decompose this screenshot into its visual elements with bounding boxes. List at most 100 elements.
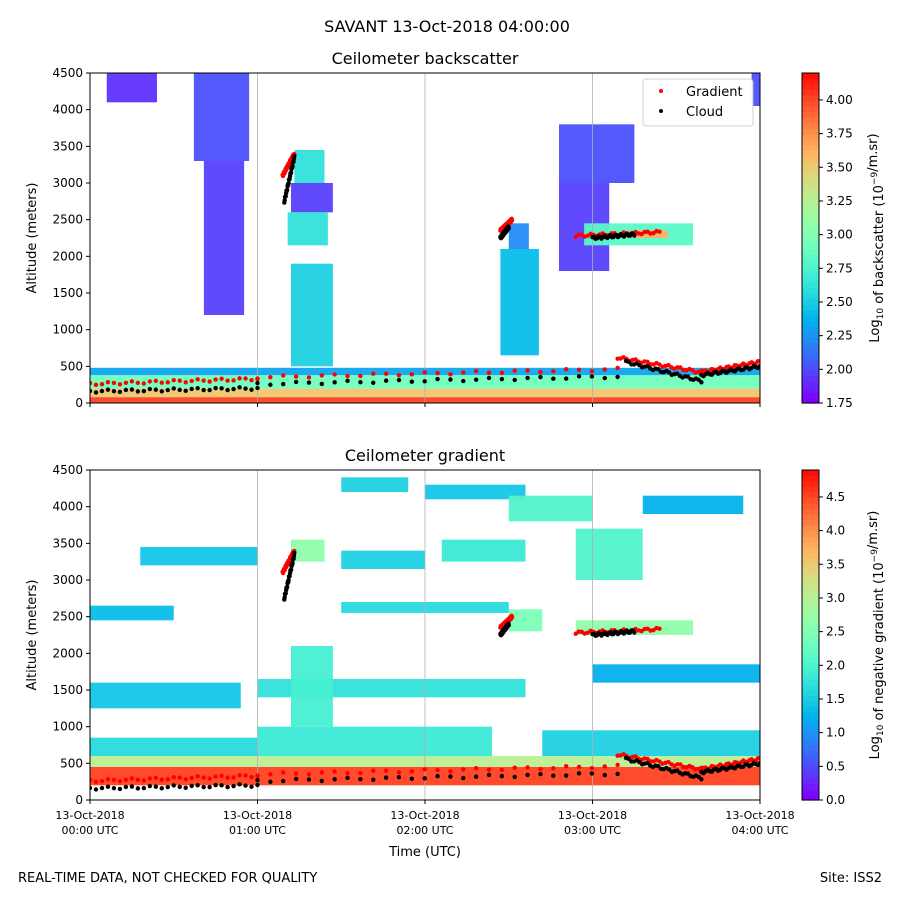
gradient-point (563, 366, 569, 372)
footer-right: Site: ISS2 (820, 871, 882, 886)
cloud-point (435, 376, 440, 382)
gradient-point (93, 382, 99, 388)
cloud-point (292, 550, 297, 556)
colorbar-segment (802, 684, 819, 691)
plot-area (90, 470, 760, 800)
colorbar-segment (802, 635, 819, 642)
gradient-point (111, 777, 117, 783)
colorbar-segment (802, 541, 819, 548)
colorbar-segment (802, 166, 819, 173)
y-tick-label: 1000 (52, 323, 83, 337)
gradient-point (159, 380, 164, 385)
y-tick-label: 500 (60, 756, 83, 770)
cloud-point (141, 785, 147, 791)
legend-label: Gradient (686, 85, 743, 100)
gradient-point (435, 768, 440, 773)
gradient-point (219, 773, 224, 778)
colorbar-segment (802, 640, 819, 647)
gradient-point (345, 373, 350, 379)
colorbar-segment (802, 778, 819, 785)
heatmap-cell (106, 73, 157, 103)
colorbar-segment (802, 342, 819, 349)
colorbar-segment (802, 221, 819, 228)
heatmap-cell (508, 609, 543, 632)
colorbar-segment (802, 348, 819, 355)
cloud-point (90, 785, 93, 791)
cloud-point (284, 584, 290, 590)
figure-suptitle: SAVANT 13-Oct-2018 04:00:00 (324, 17, 570, 36)
y-tick-label: 0 (75, 396, 83, 410)
gradient-point (177, 775, 182, 780)
legend: Gradient Cloud (642, 78, 754, 127)
gradient-point (147, 379, 153, 384)
colorbar-segment (802, 695, 819, 702)
cloud-point (615, 374, 620, 380)
colorbar-segment (802, 111, 819, 118)
y-tick-label: 2500 (52, 610, 83, 624)
gradient-point (189, 775, 194, 781)
cloud-point (288, 170, 294, 175)
gradient-point (90, 380, 93, 386)
gradient-point (249, 377, 254, 383)
gradient-point (306, 375, 312, 380)
colorbar-segment (802, 772, 819, 779)
cloud-point (123, 387, 129, 393)
gradient-point (645, 756, 650, 762)
colorbar-segment (802, 337, 819, 344)
colorbar-segment (802, 227, 819, 234)
y-axis-label: Altitude (meters) (25, 183, 40, 294)
cloud-point (249, 784, 254, 789)
gradient-point (225, 775, 230, 780)
cloud-point (551, 376, 556, 381)
gradient-point (409, 769, 415, 774)
x-axis-label: Time (UTC) (388, 845, 461, 860)
colorbar-segment (802, 194, 819, 201)
colorbar-segment (802, 183, 819, 190)
colorbar-segment (802, 375, 819, 382)
gradient-point (633, 754, 638, 759)
gradient-point (93, 779, 99, 785)
cloud-point (615, 771, 620, 777)
cloud-point (358, 777, 363, 782)
gradient-point (461, 370, 466, 375)
gradient-point (105, 776, 111, 782)
gradient-point (576, 764, 582, 770)
heatmap-cell (257, 726, 492, 756)
x-tick-label: 00:00 UTC (61, 824, 118, 837)
cloud-point (512, 774, 517, 780)
cloud-point (243, 783, 248, 788)
cloud-point (448, 377, 453, 382)
heatmap-cell (500, 249, 539, 356)
cloud-point (685, 771, 691, 776)
colorbar-frame (801, 72, 820, 404)
colorbar-segment (802, 569, 819, 576)
colorbar-segment (802, 199, 819, 206)
colorbar-segment (802, 188, 819, 195)
gradient-point (383, 768, 389, 773)
colorbar-segment (802, 514, 819, 521)
colorbar-segment (802, 144, 819, 151)
cloud-point (93, 787, 99, 792)
gradient-point (371, 768, 376, 773)
colorbar-segment (802, 475, 819, 482)
cloud-point (255, 380, 260, 386)
colorbar-tick-label: 3.0 (826, 591, 845, 605)
cloud-point (409, 776, 415, 781)
colorbar-segment (802, 525, 819, 532)
gradient-point (225, 378, 230, 383)
cloud-point (286, 577, 291, 583)
colorbar-segment (802, 243, 819, 250)
gradient-point (448, 769, 453, 774)
cloud-point (105, 784, 111, 789)
gradient-point (129, 776, 135, 781)
cloud-point (396, 377, 402, 383)
gradient-point (171, 378, 176, 383)
x-tick-label: 13-Oct-2018 (725, 809, 794, 822)
gradient-point (195, 377, 200, 382)
heatmap-cell (294, 150, 325, 183)
cloud-point (255, 385, 260, 391)
cloud-point (448, 774, 453, 779)
heatmap-cell (90, 682, 241, 709)
gradient-point (129, 379, 135, 384)
